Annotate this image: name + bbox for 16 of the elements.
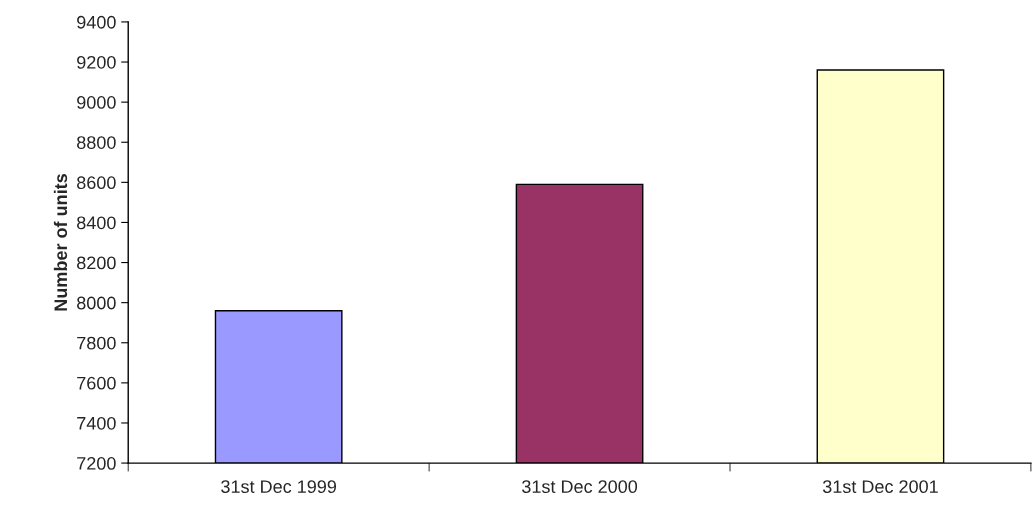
y-tick-label: 9200 [77,55,116,69]
y-tick-label: 8600 [77,176,116,190]
y-tick-label: 8200 [77,256,116,270]
y-tick-label: 9400 [77,15,116,29]
y-tick-label: 8000 [77,296,116,310]
x-tick-label: 31st Dec 2000 [522,480,638,494]
x-tick-label: 31st Dec 1999 [221,480,337,494]
y-tick-label: 9000 [77,96,116,109]
y-axis-title: Number of units [53,174,68,311]
y-tick-label: 7200 [77,457,116,470]
y-tick-label: 8400 [77,216,116,230]
x-tick-label: 31st Dec 2001 [822,480,938,494]
y-tick-label: 7600 [77,376,116,390]
y-tick-label: 7800 [77,336,116,350]
y-tick-label: 8800 [77,136,116,149]
y-tick-label: 7400 [77,416,116,430]
